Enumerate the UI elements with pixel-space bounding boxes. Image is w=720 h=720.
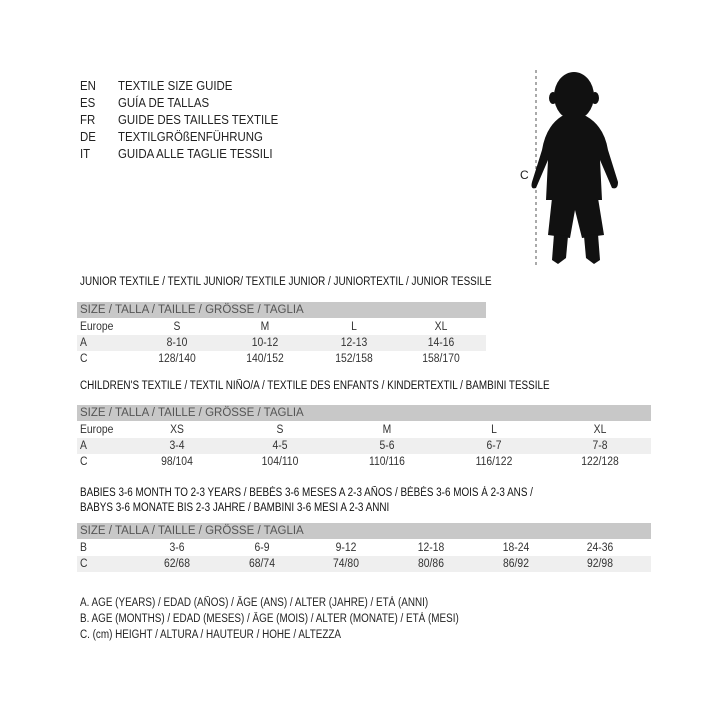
table-cell: 152/158	[335, 353, 373, 365]
row-label: C	[80, 456, 88, 468]
table-row: Europe S M L XL	[77, 319, 486, 335]
table-row: Europe XS S M L XL	[77, 422, 651, 438]
babies-title-line2: BABYS 3-6 MONATE BIS 2-3 JAHRE / BAMBINI…	[80, 502, 390, 514]
table-cell: 62/68	[164, 558, 190, 570]
table-cell: L	[491, 424, 497, 436]
table-cell: 12-13	[340, 337, 368, 349]
table-cell: 116/122	[475, 456, 513, 468]
row-label: C	[80, 558, 88, 570]
language-code: FR	[80, 112, 96, 127]
language-code: ES	[80, 95, 96, 110]
height-label: C	[520, 168, 529, 182]
table-cell: 140/152	[246, 353, 284, 365]
children-title: CHILDREN'S TEXTILE / TEXTIL NIÑO/A / TEX…	[80, 380, 550, 392]
table-cell: 18-24	[502, 542, 530, 554]
table-cell: 14-16	[427, 337, 455, 349]
row-label: A	[80, 440, 87, 452]
language-title: GUIDA ALLE TAGLIE TESSILI	[118, 146, 273, 161]
table-cell: 128/140	[158, 353, 196, 365]
legend-c: C. (cm) HEIGHT / ALTURA / HAUTEUR / HÖHE…	[80, 629, 342, 641]
table-row: A 8-10 10-12 12-13 14-16	[77, 335, 486, 351]
table-cell: 3-6	[169, 542, 185, 554]
babies-title-line1: BABIES 3-6 MONTH TO 2-3 YEARS / BEBÉS 3-…	[80, 487, 533, 499]
language-title: GUIDE DES TAILLES TEXTILE	[118, 112, 279, 127]
table-cell: 80/86	[418, 558, 444, 570]
language-title: TEXTILE SIZE GUIDE	[118, 78, 233, 93]
language-title: GUÍA DE TALLAS	[118, 95, 210, 110]
language-title: TEXTILGRÖßENFÜHRUNG	[118, 129, 263, 144]
table-row: C 128/140 140/152 152/158 158/170	[77, 351, 486, 367]
row-label: Europe	[80, 424, 114, 436]
table-cell: 92/98	[587, 558, 613, 570]
table-cell: XL	[434, 321, 448, 333]
size-header: SIZE / TALLA / TAILLE / GRÖSSE / TAGLIA	[77, 523, 651, 539]
table-row: B 3-6 6-9 9-12 12-18 18-24 24-36	[77, 540, 651, 556]
table-cell: 9-12	[335, 542, 357, 554]
size-header: SIZE / TALLA / TAILLE / GRÖSSE / TAGLIA	[77, 302, 486, 318]
legend-b: B. AGE (MONTHS) / EDAD (MESES) / ÂGE (MO…	[80, 613, 459, 625]
table-cell: 24-36	[586, 542, 614, 554]
table-row: A 3-4 4-5 5-6 6-7 7-8	[77, 438, 651, 454]
size-header: SIZE / TALLA / TAILLE / GRÖSSE / TAGLIA	[77, 405, 651, 421]
table-cell: M	[260, 321, 270, 333]
table-cell: 86/92	[503, 558, 529, 570]
child-silhouette-icon	[531, 70, 618, 265]
table-cell: M	[382, 424, 392, 436]
table-cell: 5-6	[379, 440, 395, 452]
language-code: EN	[80, 78, 96, 93]
legend-a: A. AGE (YEARS) / EDAD (AÑOS) / ÂGE (ANS)…	[80, 597, 429, 609]
row-label: B	[80, 542, 87, 554]
table-cell: 7-8	[592, 440, 608, 452]
table-cell: 104/110	[261, 456, 299, 468]
table-cell: 6-9	[254, 542, 270, 554]
table-cell: 10-12	[251, 337, 279, 349]
table-cell: XS	[170, 424, 184, 436]
row-label: Europe	[80, 321, 114, 333]
table-cell: 110/116	[369, 456, 405, 468]
row-label: C	[80, 353, 88, 365]
table-cell: 4-5	[272, 440, 288, 452]
table-cell: 74/80	[333, 558, 359, 570]
language-code: DE	[80, 129, 96, 144]
table-cell: 68/74	[249, 558, 275, 570]
table-row: C 62/68 68/74 74/80 80/86 86/92 92/98	[77, 556, 651, 572]
table-cell: 3-4	[169, 440, 185, 452]
table-cell: 6-7	[486, 440, 502, 452]
language-code: IT	[80, 146, 91, 161]
table-cell: 122/128	[581, 456, 619, 468]
table-cell: 12-18	[417, 542, 445, 554]
table-cell: L	[351, 321, 357, 333]
table-cell: 8-10	[166, 337, 188, 349]
table-cell: S	[276, 424, 284, 436]
table-cell: 158/170	[422, 353, 460, 365]
row-label: A	[80, 337, 87, 349]
table-cell: XL	[593, 424, 607, 436]
table-cell: 98/104	[161, 456, 193, 468]
table-cell: S	[173, 321, 181, 333]
table-row: C 98/104 104/110 110/116 116/122 122/128	[77, 454, 651, 470]
junior-title: JUNIOR TEXTILE / TEXTIL JUNIOR/ TEXTILE …	[80, 276, 492, 288]
